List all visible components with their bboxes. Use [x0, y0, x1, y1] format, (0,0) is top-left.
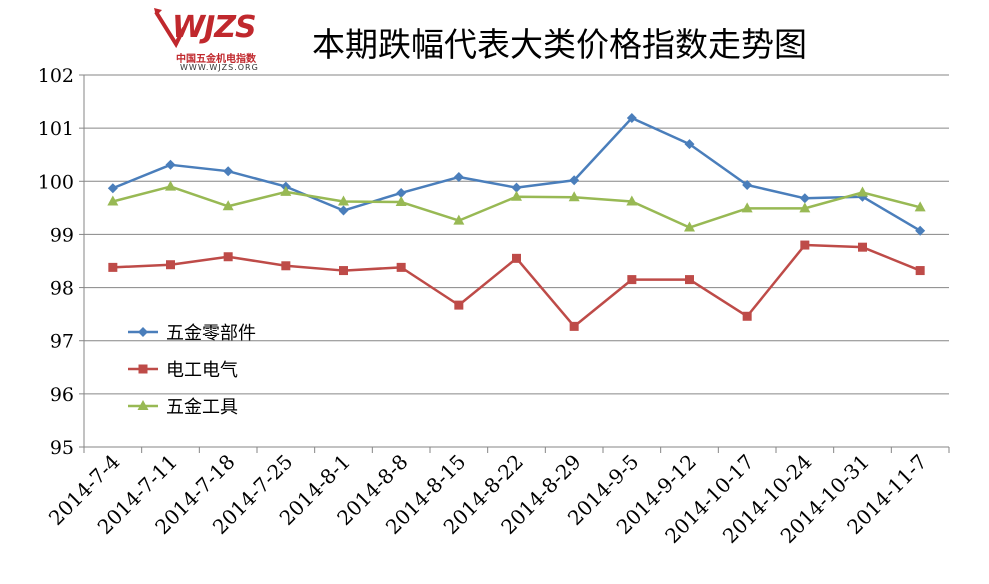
data-point: [511, 190, 522, 201]
data-point: [684, 139, 695, 150]
legend-label: 电工电气: [166, 360, 238, 381]
data-point: [165, 159, 176, 170]
data-point: [742, 180, 753, 191]
logo-name: 中国五金机电指数: [176, 54, 256, 65]
data-point: [223, 252, 233, 262]
data-point: [107, 183, 118, 194]
data-point: [685, 275, 694, 285]
y-tick-label: 102: [38, 65, 74, 87]
logo-url: WWW.WJZS.ORG: [180, 63, 259, 72]
y-tick-label: 99: [50, 224, 74, 246]
data-point: [453, 214, 465, 225]
logo-arrow-icon: [154, 8, 186, 49]
data-point: [280, 185, 292, 196]
data-point: [800, 240, 810, 250]
y-tick-label: 98: [50, 278, 74, 300]
y-tick-label: 101: [38, 118, 74, 140]
data-point: [915, 266, 925, 276]
data-point: [626, 195, 638, 206]
data-point: [396, 187, 407, 198]
data-point: [453, 172, 464, 183]
data-point: [914, 201, 926, 212]
data-point: [627, 275, 637, 285]
legend-marker: [137, 400, 149, 410]
data-point: [107, 195, 119, 206]
data-point: [799, 202, 811, 213]
data-point: [568, 191, 580, 202]
data-point: [108, 262, 118, 272]
data-point: [626, 113, 637, 124]
data-point: [741, 202, 753, 213]
data-point: [281, 261, 291, 271]
series-line-1: [112, 116, 921, 232]
data-point: [684, 221, 695, 232]
data-point: [858, 242, 867, 252]
legend-label: 五金工具: [166, 397, 238, 418]
data-point: [454, 300, 464, 310]
data-point: [338, 205, 349, 216]
data-point: [222, 200, 234, 211]
data-point: [742, 311, 752, 321]
data-point: [512, 253, 521, 263]
data-point: [166, 260, 175, 270]
logo-mark: WJZS: [172, 10, 257, 45]
legend-label: 五金零部件: [166, 323, 256, 344]
data-point: [857, 186, 868, 197]
data-point: [339, 266, 348, 276]
data-point: [915, 225, 926, 236]
legend-marker: [138, 364, 148, 374]
data-point: [569, 175, 580, 186]
y-tick-label: 100: [38, 171, 74, 193]
y-tick-label: 96: [50, 384, 74, 406]
data-point: [165, 180, 176, 191]
y-tick-label: 95: [50, 437, 74, 459]
chart-title: 本期跌幅代表大类价格指数走势图: [312, 25, 807, 64]
data-point: [511, 182, 522, 193]
y-tick-label: 97: [50, 331, 74, 353]
data-point: [799, 193, 810, 204]
legend-marker: [138, 327, 148, 337]
logo: WJZS 中国五金机电指数 WWW.WJZS.ORG: [150, 4, 280, 74]
data-point: [395, 196, 407, 207]
data-point: [569, 321, 579, 331]
data-point: [223, 166, 234, 177]
data-point: [396, 262, 406, 272]
data-point: [338, 195, 349, 206]
